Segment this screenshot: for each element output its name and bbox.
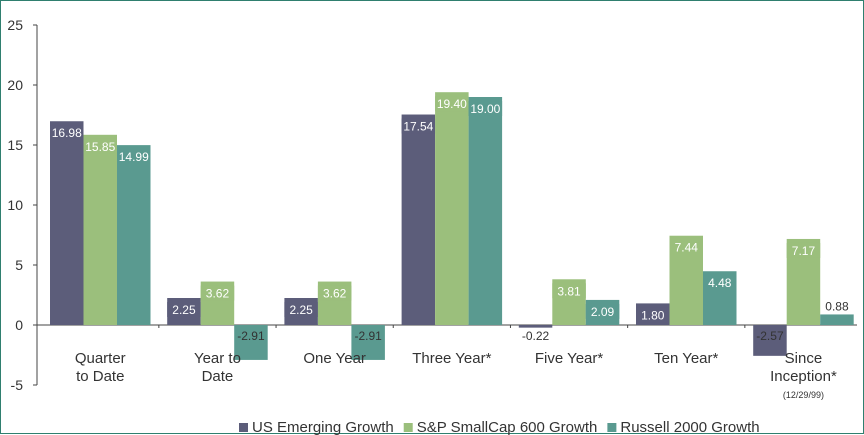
y-tick-label: 10 [7,197,23,213]
data-label-bg [636,307,670,323]
bar [351,325,385,360]
data-label: 3.62 [206,287,230,301]
bar [468,97,503,325]
category-label: Year to [194,350,241,367]
y-tick-label: 25 [7,17,23,33]
data-label-bg [786,242,821,258]
data-label: 7.17 [792,244,816,258]
legend-label: S&P SmallCap 600 Growth [417,419,598,435]
legend-label: US Emerging Growth [252,419,394,435]
data-label: -2.91 [237,329,265,343]
data-label: 7.44 [675,241,699,255]
data-label: 19.40 [437,97,467,111]
data-label-bg [317,285,352,301]
bar [435,92,469,325]
bar [234,325,268,360]
bar [820,314,854,325]
legend-swatch [403,423,413,432]
data-label: 2.25 [289,303,313,317]
y-tick-label: 0 [15,317,23,333]
data-label: -2.57 [756,329,784,343]
data-label: 17.54 [403,120,433,134]
bar [83,134,117,325]
category-label: Inception* [770,368,837,385]
bar [50,121,84,326]
data-label: 2.25 [172,303,196,317]
data-label-bg [200,285,235,301]
data-label-bg [552,283,586,299]
category-label: Quarter [75,350,126,367]
data-label-bg [435,96,469,112]
data-label: -0.22 [522,329,550,343]
data-label: 0.88 [825,299,849,313]
data-label: 2.09 [591,305,615,319]
category-label: Date [202,368,234,385]
data-label: 3.81 [557,284,581,298]
data-label: 14.99 [119,150,149,164]
legend-label: Russell 2000 Growth [620,419,759,435]
data-label-bg [401,118,436,134]
data-label: 16.98 [52,126,82,140]
data-label-bg [585,303,620,319]
data-label-bg [117,149,151,165]
data-label: -2.91 [354,329,382,343]
y-tick-label: 15 [7,137,23,153]
y-tick-label: 20 [7,77,23,93]
data-label-bg [167,302,201,317]
category-sublabel: (12/29/99) [783,390,824,400]
bar [117,145,151,325]
data-label-bg [669,239,703,255]
bar [753,325,787,356]
data-label: 4.48 [708,276,732,290]
y-tick-label: 5 [15,257,23,273]
bar [518,325,553,328]
data-label: 3.62 [323,287,347,301]
data-label: 15.85 [85,140,115,154]
category-label: Three Year* [412,350,491,367]
data-label-bg [468,101,503,116]
data-label-bg [50,125,84,141]
y-tick-label: -5 [11,377,24,393]
category-label: to Date [76,368,124,385]
data-label: 19.00 [470,102,500,116]
legend-swatch [607,423,617,432]
category-label: One Year [303,350,366,367]
category-label: Ten Year* [654,350,718,367]
category-label: Since [785,350,823,367]
category-label: Five Year* [535,350,604,367]
bar [401,114,436,326]
data-label: 1.80 [641,308,665,322]
data-label-bg [83,138,117,154]
data-label-bg [284,302,318,317]
data-label-bg [703,275,737,291]
legend-swatch [239,423,248,432]
